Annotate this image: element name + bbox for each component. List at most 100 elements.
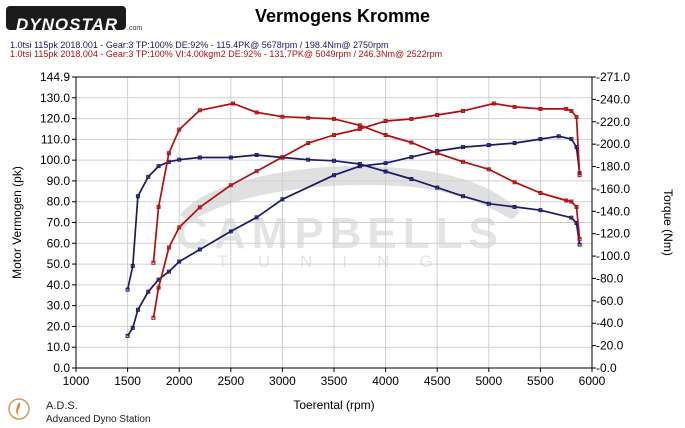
y2-tick-label: -180.0: [596, 160, 630, 174]
y2-tick-label: -140.0: [596, 204, 630, 218]
y-tick-label: 90.0: [47, 174, 71, 188]
y-tick-label: 30.0: [47, 299, 71, 313]
watermark-line1: CAMPBELLS: [176, 209, 504, 258]
y-tick-label: 100.0: [40, 153, 70, 167]
y-tick-label: 120.0: [40, 112, 70, 126]
series-run2-power-point: [512, 104, 517, 109]
watermark-line2: TUNING: [217, 252, 462, 271]
series-run2-power-point: [280, 155, 285, 160]
y2-tick-label: -120.0: [596, 227, 630, 241]
y-tick-label: 50.0: [47, 257, 71, 271]
series-run2-power-point: [166, 245, 171, 250]
y2-tick-label: -80.0: [596, 271, 624, 285]
series-run1-torque-point: [383, 169, 388, 174]
chart-title: Vermogens Kromme: [254, 6, 431, 26]
series-run2-torque-point: [512, 180, 517, 185]
series-run2-power-point: [151, 315, 156, 320]
series-run2-torque-point: [409, 140, 414, 145]
series-run1-power-point: [332, 173, 336, 178]
y2-tick-label: -240.0: [596, 92, 630, 106]
x-tick-label: 5000: [475, 374, 502, 388]
series-run2-torque-point: [332, 116, 336, 121]
x-tick-label: 5500: [527, 374, 554, 388]
y-tick-label: 20.0: [47, 319, 71, 333]
series-run2-power-point: [332, 133, 336, 138]
logo-suffix: .com: [127, 25, 143, 32]
series-run2-torque-point: [231, 101, 236, 106]
series-run1-torque-point: [306, 157, 311, 162]
y2-tick-label: -100.0: [596, 249, 630, 263]
y2-tick-label: -60.0: [596, 294, 624, 308]
x-tick-label: 4000: [372, 374, 399, 388]
series-run2-power-point: [569, 108, 574, 113]
series-run1-torque-point: [254, 152, 259, 157]
series-run1-power-point: [486, 143, 491, 148]
series-run2-torque-point: [383, 132, 388, 137]
x-tick-label: 4500: [424, 374, 451, 388]
series-run2-torque-point: [538, 190, 543, 195]
series-run2-power-point: [435, 112, 440, 117]
ads-subtitle: Advanced Dyno Station: [46, 414, 151, 425]
series-run1-torque-point: [569, 215, 574, 220]
y-tick-label: 144.9: [40, 70, 70, 84]
series-run2-torque-point: [166, 151, 171, 156]
y-tick-label: 60.0: [47, 236, 71, 250]
y-tick-label: 0.0: [53, 361, 70, 375]
y2-tick-label: -220.0: [596, 115, 630, 129]
series-run1-power-point: [461, 145, 465, 150]
series-run2-torque-point: [486, 167, 491, 172]
series-run1-power-point: [280, 197, 285, 202]
series-run2-power-point: [574, 114, 579, 119]
series-run1-torque-point: [357, 161, 362, 166]
series-run2-power-point: [538, 106, 543, 111]
series-run1-power-point: [409, 155, 414, 160]
series-run2-torque-point: [156, 204, 161, 209]
series-run2-torque-point: [435, 151, 440, 156]
series-run2-torque-point: [280, 114, 285, 119]
series-run2-torque-point: [357, 123, 362, 128]
series-run2-power-line: [152, 102, 581, 318]
series-run2-torque-point: [461, 159, 465, 164]
series-run2-torque-point: [197, 108, 202, 113]
y-tick-label: 70.0: [47, 216, 71, 230]
series-run2-torque-point: [306, 115, 311, 120]
y-tick-label: 130.0: [40, 91, 70, 105]
series-run2-torque-point: [254, 110, 259, 115]
series-run1-torque-point: [125, 287, 130, 292]
series-run1-torque-point: [538, 208, 543, 213]
x-tick-label: 1500: [114, 374, 141, 388]
series-run2-power-point: [156, 285, 161, 290]
series-run2-power-point: [306, 141, 311, 146]
y2-tick-label: -200.0: [596, 137, 630, 151]
series-run1-torque-point: [435, 185, 440, 190]
series-run1-torque-point: [228, 155, 233, 160]
series-run1-torque-point: [177, 157, 182, 162]
y2-axis-label: Torque (Nm): [661, 189, 675, 256]
series-run2-torque-point: [569, 199, 574, 204]
y-tick-label: 40.0: [47, 278, 71, 292]
y2-tick-label: -271.0: [596, 70, 630, 84]
series-run2-power-point: [577, 173, 582, 178]
y2-tick-label: -160.0: [596, 182, 630, 196]
series-run2-torque-line: [152, 102, 581, 263]
ads-title: A.D.S.: [46, 400, 78, 412]
watermark-car: [180, 165, 520, 222]
series-run1-power-point: [538, 137, 543, 142]
series-run2-power-point: [228, 183, 233, 188]
series-run1-torque-point: [332, 158, 336, 163]
series-run1-torque-point: [486, 201, 491, 206]
series-run2-power-point: [254, 169, 259, 174]
x-tick-label: 2500: [217, 374, 244, 388]
plot-frame: [75, 76, 593, 369]
series-run2-power-point: [491, 101, 496, 106]
y2-tick-label: -20.0: [596, 339, 624, 353]
y2-tick-label: -40.0: [596, 316, 624, 330]
run2-legend: 1.0tsi 115pk 2018.004 - Gear:3 TP:100% V…: [10, 49, 443, 59]
series-run1-power-point: [569, 137, 574, 142]
series-run2-torque-point: [177, 127, 182, 132]
y-tick-label: 110.0: [41, 132, 70, 146]
series-run1-power-point: [135, 307, 140, 312]
x-axis-label: Toerental (rpm): [293, 398, 374, 412]
series-run2-power-point: [564, 106, 569, 111]
